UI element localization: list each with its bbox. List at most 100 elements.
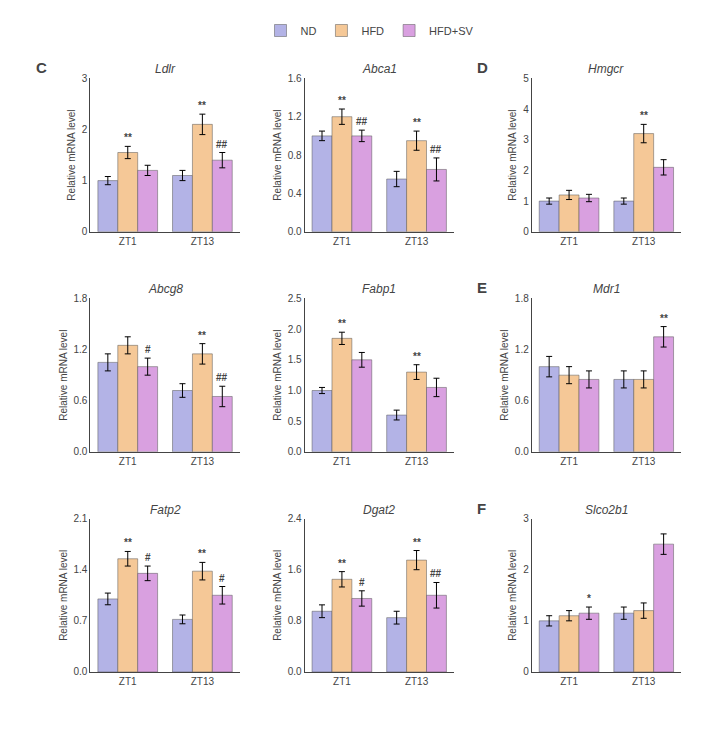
svg-text:ZT1: ZT1 (333, 456, 351, 467)
svg-text:**: ** (124, 132, 132, 143)
svg-text:0.0: 0.0 (288, 666, 302, 677)
svg-text:**: ** (338, 318, 346, 329)
svg-text:3: 3 (523, 134, 529, 145)
svg-text:#: # (145, 344, 151, 355)
svg-text:Fabp1: Fabp1 (362, 282, 396, 296)
svg-text:0.0: 0.0 (74, 666, 88, 677)
svg-text:ZT1: ZT1 (119, 456, 137, 467)
svg-text:ZT1: ZT1 (333, 676, 351, 687)
svg-text:1.5: 1.5 (288, 354, 302, 365)
svg-text:##: ## (216, 372, 228, 383)
svg-text:#: # (219, 573, 225, 584)
svg-text:##: ## (430, 144, 442, 155)
svg-text:##: ## (356, 116, 368, 127)
svg-text:Relative mRNA level: Relative mRNA level (272, 550, 283, 641)
svg-text:ZT13: ZT13 (191, 676, 215, 687)
svg-text:HFD: HFD (361, 25, 384, 37)
svg-text:ZT1: ZT1 (560, 236, 578, 247)
svg-text:2.0: 2.0 (288, 324, 302, 335)
svg-text:1.0: 1.0 (288, 385, 302, 396)
svg-text:**: ** (198, 330, 206, 341)
svg-text:ZT13: ZT13 (632, 236, 656, 247)
svg-text:ZT13: ZT13 (405, 236, 429, 247)
svg-text:##: ## (216, 139, 228, 150)
svg-text:ZT13: ZT13 (191, 236, 215, 247)
svg-text:1.2: 1.2 (515, 344, 529, 355)
svg-text:2: 2 (82, 124, 88, 135)
svg-text:1.8: 1.8 (74, 293, 88, 304)
svg-text:*: * (587, 593, 591, 604)
svg-text:ZT13: ZT13 (191, 456, 215, 467)
svg-text:1: 1 (523, 615, 529, 626)
svg-text:0.8: 0.8 (288, 615, 302, 626)
svg-text:**: ** (338, 558, 346, 569)
svg-text:Relative mRNA level: Relative mRNA level (58, 330, 69, 421)
svg-text:ZT13: ZT13 (405, 676, 429, 687)
svg-text:**: ** (198, 548, 206, 559)
svg-text:4: 4 (523, 104, 529, 115)
svg-text:**: ** (198, 100, 206, 111)
svg-text:1: 1 (82, 175, 88, 186)
svg-text:1.8: 1.8 (515, 293, 529, 304)
svg-text:**: ** (640, 110, 648, 121)
svg-text:ZT1: ZT1 (119, 236, 137, 247)
svg-text:Relative mRNA level: Relative mRNA level (272, 109, 283, 200)
svg-text:**: ** (413, 351, 421, 362)
svg-text:0.0: 0.0 (288, 446, 302, 457)
svg-text:**: ** (413, 537, 421, 548)
svg-text:0.0: 0.0 (288, 226, 302, 237)
svg-text:C: C (36, 59, 47, 76)
svg-text:Relative mRNA level: Relative mRNA level (272, 330, 283, 421)
svg-text:#: # (145, 552, 151, 563)
svg-text:D: D (477, 59, 488, 76)
svg-text:1.6: 1.6 (288, 73, 302, 84)
svg-text:Fatp2: Fatp2 (150, 503, 181, 517)
svg-text:**: ** (338, 95, 346, 106)
svg-text:HFD+SV: HFD+SV (429, 25, 473, 37)
svg-text:Relative mRNA level: Relative mRNA level (58, 550, 69, 641)
svg-text:2.5: 2.5 (288, 293, 302, 304)
svg-text:Abca1: Abca1 (362, 62, 397, 76)
svg-text:3: 3 (523, 513, 529, 524)
svg-text:E: E (477, 279, 487, 296)
svg-text:0: 0 (523, 666, 529, 677)
svg-text:##: ## (430, 568, 442, 579)
svg-text:2.4: 2.4 (288, 513, 302, 524)
svg-text:#: # (359, 577, 365, 588)
svg-text:Slco2b1: Slco2b1 (585, 503, 628, 517)
svg-text:ZT1: ZT1 (333, 236, 351, 247)
svg-text:2: 2 (523, 564, 529, 575)
svg-text:0: 0 (82, 226, 88, 237)
svg-text:5: 5 (523, 73, 529, 84)
svg-text:Relative mRNA level: Relative mRNA level (499, 330, 510, 421)
svg-text:0.0: 0.0 (515, 446, 529, 457)
svg-text:3: 3 (82, 73, 88, 84)
svg-text:1.2: 1.2 (288, 111, 302, 122)
svg-text:Relative mRNA level: Relative mRNA level (66, 109, 77, 200)
svg-text:ZT1: ZT1 (560, 456, 578, 467)
svg-text:1.6: 1.6 (288, 564, 302, 575)
svg-text:ZT13: ZT13 (632, 456, 656, 467)
svg-text:ND: ND (301, 25, 317, 37)
svg-text:ZT1: ZT1 (560, 676, 578, 687)
svg-text:1.4: 1.4 (74, 564, 88, 575)
svg-text:Dgat2: Dgat2 (363, 503, 395, 517)
svg-text:2.1: 2.1 (74, 513, 88, 524)
svg-text:0.5: 0.5 (288, 416, 302, 427)
svg-text:0.0: 0.0 (74, 446, 88, 457)
svg-text:Hmgcr: Hmgcr (588, 62, 624, 76)
svg-text:**: ** (124, 537, 132, 548)
svg-text:2: 2 (523, 165, 529, 176)
svg-text:0: 0 (523, 226, 529, 237)
svg-text:ZT13: ZT13 (632, 676, 656, 687)
svg-text:Relative mRNA level: Relative mRNA level (507, 109, 518, 200)
svg-text:0.4: 0.4 (288, 188, 302, 199)
svg-text:F: F (477, 500, 486, 517)
svg-text:ZT1: ZT1 (119, 676, 137, 687)
svg-text:**: ** (413, 117, 421, 128)
svg-text:1.2: 1.2 (74, 344, 88, 355)
svg-text:Ldlr: Ldlr (155, 62, 176, 76)
svg-text:ZT13: ZT13 (405, 456, 429, 467)
svg-text:Mdr1: Mdr1 (593, 282, 620, 296)
svg-text:0.6: 0.6 (74, 395, 88, 406)
